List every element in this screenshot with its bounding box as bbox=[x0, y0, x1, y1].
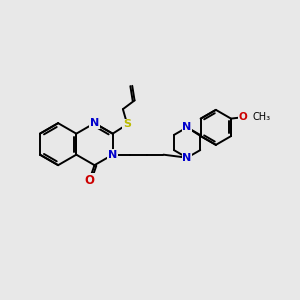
Text: N: N bbox=[182, 122, 192, 132]
Text: N: N bbox=[108, 150, 117, 160]
Text: N: N bbox=[90, 118, 99, 128]
Text: O: O bbox=[239, 112, 248, 122]
Text: N: N bbox=[182, 153, 192, 163]
Text: CH₃: CH₃ bbox=[253, 112, 271, 122]
Text: O: O bbox=[84, 174, 94, 187]
Text: S: S bbox=[123, 119, 131, 129]
